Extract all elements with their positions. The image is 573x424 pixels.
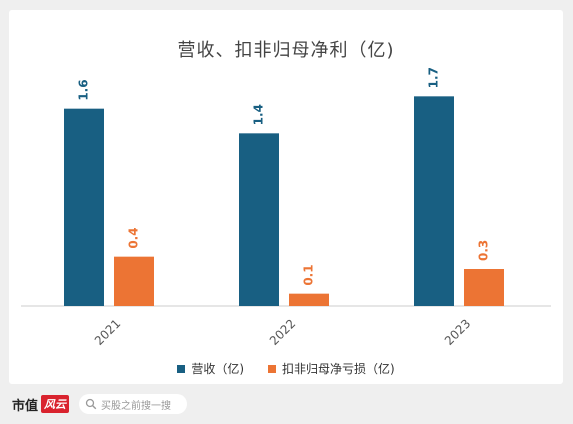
data-label-net-loss-2023: 0.3 (477, 240, 491, 261)
bar-net-loss-2022 (289, 293, 329, 306)
chart-card: 营收、扣非归母净利（亿) 1.6 0.4 2021 1.4 0.1 2022 1.7 0.3 2… (9, 10, 563, 384)
chart-legend: 营收（亿) 扣非归母净亏损（亿) (9, 360, 563, 377)
bar-revenue-2023 (414, 96, 454, 306)
x-tick-label-2021: 2021 (92, 316, 123, 347)
legend-swatch-net-loss (268, 364, 276, 373)
search-placeholder: 买股之前搜一搜 (101, 400, 172, 412)
search-icon (85, 398, 97, 410)
legend-swatch-revenue (177, 364, 186, 373)
search-box[interactable]: 买股之前搜一搜 (79, 394, 188, 414)
legend-item-revenue: 营收（亿) (177, 360, 244, 377)
bar-net-loss-2023 (464, 269, 504, 306)
bar-revenue-2022 (239, 133, 279, 306)
data-label-revenue-2021: 1.6 (77, 79, 91, 100)
brand-badge: 风云 (41, 395, 70, 413)
legend-label-net-loss: 扣非归母净亏损（亿) (282, 362, 395, 376)
data-label-revenue-2022: 1.4 (252, 104, 266, 125)
data-label-net-loss-2022: 0.1 (302, 264, 316, 285)
footer-bar: 市值 风云 买股之前搜一搜 (0, 384, 573, 424)
x-tick-label-2023: 2023 (442, 316, 473, 347)
bar-net-loss-2021 (114, 256, 154, 306)
chart-title: 营收、扣非归母净利（亿) (177, 40, 395, 61)
legend-label-revenue: 营收（亿) (191, 362, 244, 376)
legend-item-net-loss: 扣非归母净亏损（亿) (268, 360, 395, 377)
data-label-revenue-2023: 1.7 (427, 67, 441, 88)
brand-logo[interactable]: 市值 风云 (12, 395, 70, 414)
bar-chart: 1.6 0.4 2021 1.4 0.1 2022 1.7 0.3 2023 (21, 67, 551, 348)
bar-revenue-2021 (64, 108, 104, 307)
x-tick-label-2022: 2022 (267, 316, 298, 347)
data-label-net-loss-2021: 0.4 (127, 227, 141, 248)
brand-name: 市值 (12, 398, 39, 414)
